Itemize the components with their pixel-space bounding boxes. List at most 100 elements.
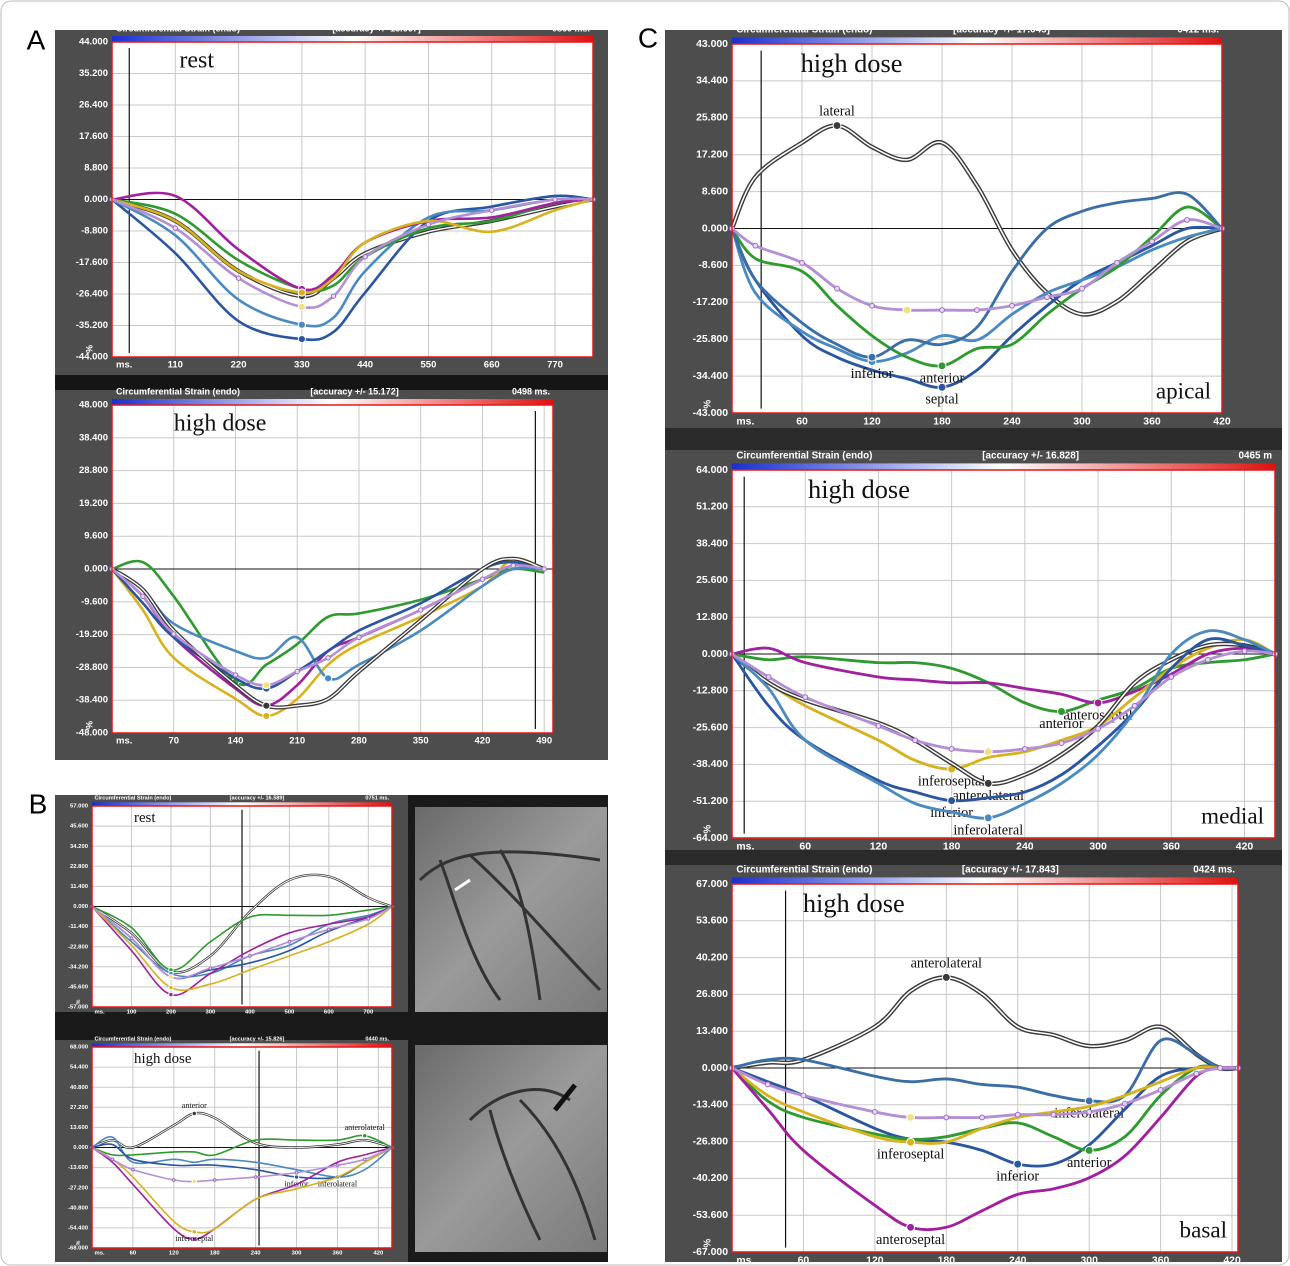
annotation: high dose xyxy=(174,411,267,437)
y-tick-label: -25.600 xyxy=(693,722,729,733)
chart-title: Circumferential Strain (endo) xyxy=(94,1036,171,1042)
point-marker xyxy=(1131,702,1138,709)
x-axis-label: ms. xyxy=(94,1010,104,1016)
point-marker xyxy=(1021,745,1028,752)
curve-label: inferoseptal xyxy=(918,773,986,789)
x-tick-label: 700 xyxy=(363,1010,374,1016)
peak-marker xyxy=(937,382,947,392)
point-marker xyxy=(1009,302,1015,309)
y-tick-label: 8.800 xyxy=(84,163,108,174)
region-label: medial xyxy=(1201,802,1264,828)
y-tick-label: -26.400 xyxy=(76,289,108,300)
y-axis-label: % xyxy=(76,1241,82,1246)
point-marker xyxy=(939,307,945,313)
x-tick-label: 360 xyxy=(1152,1256,1170,1266)
y-tick-label: -54.400 xyxy=(68,1225,89,1231)
x-tick-label: 300 xyxy=(1073,417,1091,428)
y-tick-label: -17.600 xyxy=(76,257,108,268)
header-bar xyxy=(732,37,1222,44)
point-marker xyxy=(235,275,242,281)
y-tick-label: -17.200 xyxy=(693,297,729,308)
y-tick-label: -57.000 xyxy=(68,1005,89,1011)
time: 0498 ms. xyxy=(512,386,550,396)
region-label: apical xyxy=(1156,377,1211,403)
x-tick-label: 440 xyxy=(357,360,373,371)
y-tick-label: 43.000 xyxy=(696,39,728,50)
peak-marker xyxy=(1084,1145,1094,1155)
series-line xyxy=(111,558,545,709)
y-tick-label: 34.400 xyxy=(696,76,728,87)
angiogram xyxy=(415,1045,607,1252)
series-line xyxy=(91,874,393,973)
point-marker xyxy=(1044,294,1050,301)
y-tick-label: -43.000 xyxy=(693,408,729,419)
x-tick-label: 420 xyxy=(1223,1256,1241,1266)
y-tick-label: 0.000 xyxy=(84,564,108,575)
y-tick-label: 40.200 xyxy=(696,952,728,963)
y-tick-label: 34.200 xyxy=(70,844,89,850)
curve-label: anterolateral xyxy=(911,955,982,971)
curve-label: septal xyxy=(925,392,958,408)
x-tick-label: 360 xyxy=(1143,417,1161,428)
y-tick-label: -40.200 xyxy=(693,1173,729,1184)
point-marker xyxy=(418,607,424,613)
point-marker xyxy=(1114,259,1120,266)
peak-marker xyxy=(323,674,333,683)
peak-marker xyxy=(1057,707,1066,716)
y-tick-label: -9.600 xyxy=(81,596,108,607)
annotation: rest xyxy=(179,48,214,74)
series-line xyxy=(730,191,1224,359)
point-marker xyxy=(362,1157,367,1162)
point-marker xyxy=(362,254,368,260)
point-marker xyxy=(1204,656,1211,663)
y-tick-label: 0.000 xyxy=(702,1063,728,1074)
point-marker xyxy=(834,285,840,292)
plot-border xyxy=(731,883,1239,1253)
y-tick-label: 64.000 xyxy=(696,465,728,476)
x-tick-label: 280 xyxy=(351,736,367,747)
point-marker xyxy=(110,1157,115,1162)
y-tick-label: -44.000 xyxy=(76,352,108,363)
arrow xyxy=(454,878,471,892)
curve-label: anterior xyxy=(182,1101,207,1110)
y-tick-label: -25.800 xyxy=(693,334,729,345)
angiogram xyxy=(415,807,607,1012)
y-tick-label: 38.400 xyxy=(79,432,108,443)
x-tick-label: 110 xyxy=(168,360,183,371)
series-line xyxy=(731,976,1239,1070)
peak-marker xyxy=(947,796,957,806)
y-tick-label: 22.800 xyxy=(70,864,89,870)
y-tick-label: -45.600 xyxy=(68,984,89,990)
x-tick-label: 60 xyxy=(796,417,808,428)
header-bar xyxy=(112,399,553,405)
x-tick-label: 600 xyxy=(324,1010,335,1016)
y-tick-label: -38.400 xyxy=(76,695,108,706)
x-tick-label: 360 xyxy=(333,1251,344,1257)
accuracy: [accuracy +/- 17.843] xyxy=(962,864,1059,875)
annotation: high dose xyxy=(803,888,905,918)
point-marker xyxy=(948,745,955,752)
peak-marker xyxy=(361,1132,368,1139)
y-tick-label: -51.200 xyxy=(693,796,729,807)
x-tick-label: 420 xyxy=(475,736,491,747)
y-tick-label: -38.400 xyxy=(693,759,729,770)
x-tick-label: 350 xyxy=(413,736,429,747)
x-axis-label: ms. xyxy=(736,842,754,853)
point-marker xyxy=(1184,216,1190,223)
point-marker xyxy=(208,966,213,971)
y-tick-label: 44.000 xyxy=(79,37,108,48)
x-tick-label: 120 xyxy=(169,1251,180,1257)
y-tick-label: -26.800 xyxy=(693,1136,729,1147)
y-tick-label: 38.400 xyxy=(696,538,728,549)
point-marker xyxy=(800,1092,807,1099)
x-axis-label: ms. xyxy=(736,1256,754,1266)
y-tick-label: -13.600 xyxy=(68,1165,89,1171)
point-marker xyxy=(425,221,432,228)
panel-label: C xyxy=(638,22,658,53)
time: 0751 ms. xyxy=(365,795,389,801)
y-tick-label: 48.000 xyxy=(79,400,108,411)
x-tick-label: 210 xyxy=(289,736,305,747)
y-tick-label: -13.400 xyxy=(693,1100,729,1111)
y-tick-label: 0.000 xyxy=(73,904,88,910)
accuracy: [accuracy +/- 15.172] xyxy=(310,386,398,396)
